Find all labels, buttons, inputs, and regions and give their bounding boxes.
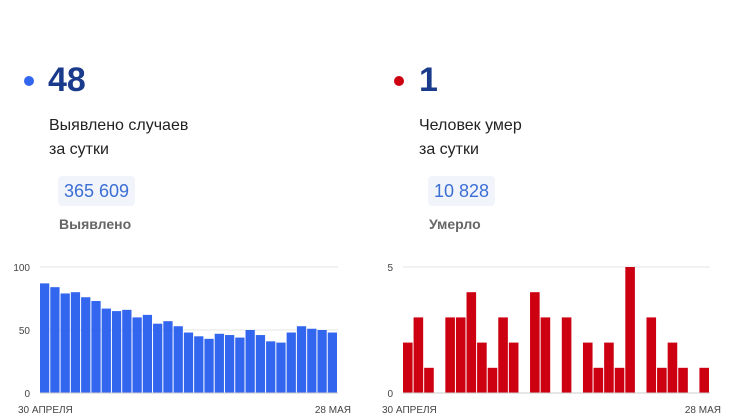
- deaths-chart-bar: [604, 342, 614, 393]
- cases-panel: 48 Выявлено случаев за сутки 365 609 Выя…: [13, 61, 351, 416]
- cases-description: Выявлено случаев за сутки: [49, 114, 188, 162]
- deaths-chart-bar: [614, 367, 625, 393]
- deaths-total-label: Умерло: [429, 216, 481, 232]
- deaths-chart-bar: [403, 342, 413, 393]
- deaths-chart-bar: [530, 292, 540, 393]
- deaths-chart-y-tick-label: 0: [387, 389, 393, 400]
- cases-chart-bar: [255, 335, 266, 393]
- cases-description-line2: за сутки: [49, 141, 109, 158]
- deaths-chart-bar: [667, 342, 678, 393]
- cases-chart-bar: [142, 314, 153, 393]
- deaths-chart-bar: [625, 267, 635, 393]
- deaths-total: 10 828: [428, 176, 496, 206]
- deaths-chart-bar: [699, 367, 709, 393]
- cases-chart-bar: [101, 308, 111, 393]
- deaths-chart-bar: [498, 317, 508, 393]
- cases-chart-bar: [122, 309, 132, 393]
- deaths-count: 1: [419, 61, 438, 99]
- deaths-chart-bar: [487, 367, 498, 393]
- deaths-chart: 0 5 30 АПРЕЛЯ 28 МАЯ: [382, 263, 721, 416]
- deaths-chart-bar: [582, 342, 593, 393]
- cases-dot-icon: [24, 76, 34, 86]
- cases-chart-x-end-label: 28 МАЯ: [315, 405, 351, 416]
- cases-total-label: Выявлено: [59, 216, 132, 232]
- deaths-chart-bar: [657, 367, 667, 393]
- cases-chart-bar: [173, 326, 183, 393]
- deaths-chart-bar: [455, 317, 466, 393]
- cases-chart-bar: [91, 301, 101, 393]
- deaths-chart-bar: [678, 367, 688, 393]
- deaths-chart-bar: [477, 342, 487, 393]
- cases-chart-bar: [224, 335, 235, 393]
- deaths-description-line2: за сутки: [419, 141, 479, 158]
- cases-chart-bar: [132, 317, 142, 393]
- cases-chart-bar: [296, 326, 307, 393]
- cases-chart-bar: [235, 337, 245, 393]
- deaths-chart-bar: [424, 367, 434, 393]
- cases-chart-bar: [183, 332, 194, 393]
- deaths-chart-bar: [593, 367, 604, 393]
- cases-chart-bar: [307, 328, 317, 393]
- deaths-description: Человек умер за сутки: [419, 114, 522, 162]
- cases-chart-bar: [194, 336, 204, 393]
- cases-chart-y-tick-label: 0: [24, 389, 30, 400]
- deaths-chart-bar: [466, 292, 477, 393]
- cases-chart-bar: [245, 330, 255, 393]
- cases-chart-y-tick-label: 100: [13, 263, 30, 274]
- cases-chart-bar: [163, 321, 173, 393]
- deaths-panel: 1 Человек умер за сутки 10 828 Умерло 0 5…: [370, 0, 732, 420]
- cases-chart-bar: [266, 341, 276, 393]
- cases-chart-y-tick-label: 50: [19, 326, 31, 337]
- cases-chart: 0 50 100 30 АПРЕЛЯ 28 МАЯ: [13, 263, 351, 416]
- cases-chart-bar: [214, 333, 224, 393]
- deaths-chart-bar: [445, 317, 455, 393]
- deaths-chart-bar: [561, 317, 572, 393]
- cases-chart-bar: [70, 292, 81, 393]
- cases-chart-bar: [60, 293, 70, 393]
- cases-description-line1: Выявлено случаев: [49, 117, 189, 134]
- deaths-chart-x-start-label: 30 АПРЕЛЯ: [382, 405, 437, 416]
- cases-chart-bar: [153, 323, 163, 393]
- cases-count: 48: [48, 61, 86, 99]
- cases-chart-bar: [40, 283, 50, 393]
- cases-chart-bar: [81, 297, 91, 393]
- cases-chart-bar: [111, 311, 122, 393]
- deaths-chart-y-tick-label: 5: [387, 263, 393, 274]
- deaths-chart-bar: [540, 317, 551, 393]
- cases-chart-bar: [50, 287, 60, 393]
- deaths-chart-bar: [508, 342, 519, 393]
- deaths-chart-bar: [646, 317, 657, 393]
- cases-chart-bar: [276, 342, 286, 393]
- deaths-dot-icon: [394, 76, 404, 86]
- cases-total: 365 609: [58, 176, 136, 206]
- deaths-description-line1: Человек умер: [419, 117, 522, 134]
- cases-chart-bar: [286, 332, 296, 393]
- deaths-chart-x-end-label: 28 МАЯ: [685, 405, 721, 416]
- cases-chart-bar: [204, 338, 214, 393]
- deaths-chart-bar: [413, 317, 424, 393]
- cases-chart-bar: [327, 332, 337, 393]
- cases-chart-x-start-label: 30 АПРЕЛЯ: [18, 405, 73, 416]
- cases-chart-bar: [317, 330, 327, 393]
